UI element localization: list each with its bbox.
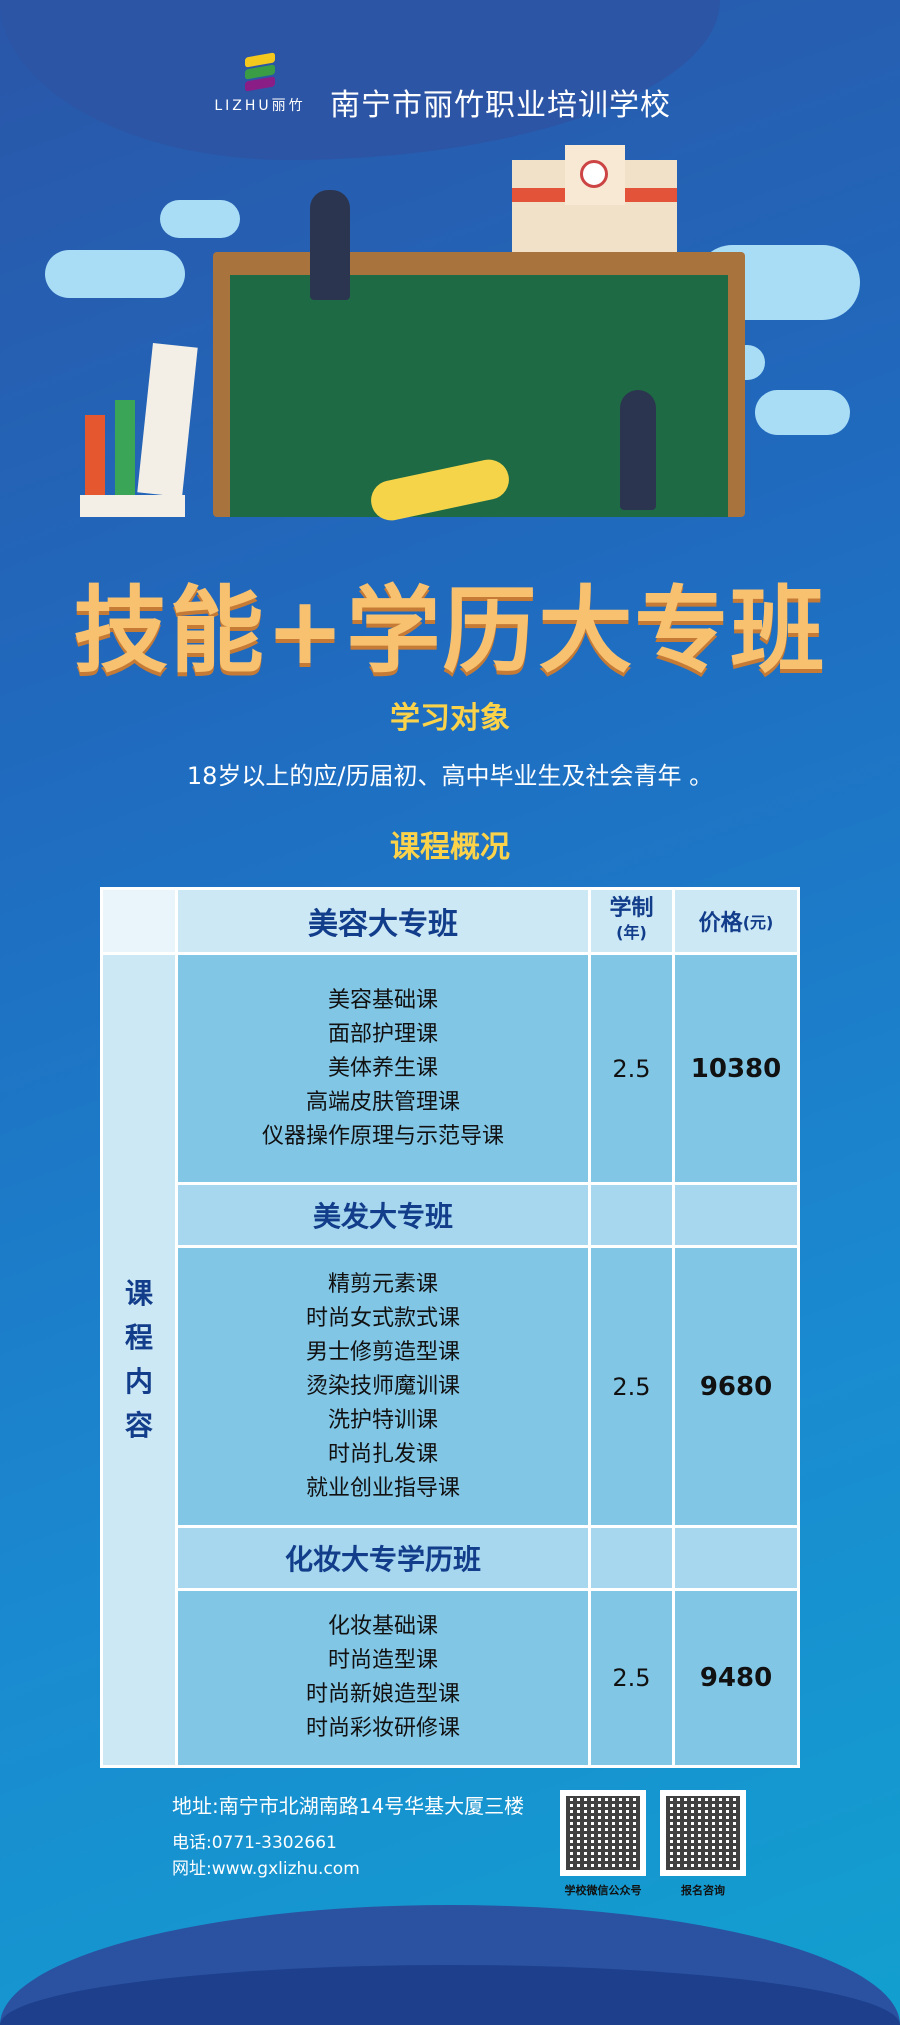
years-header: 学制 (年) [591,890,672,952]
table-corner [103,890,175,952]
side-label-char: 内 [124,1365,153,1398]
course-item: 时尚女式款式课 [305,1305,460,1331]
ruler-icon [137,343,198,497]
qr2-label: 报名咨询 [681,1884,725,1897]
phone: 电话:0771-3302661 [172,1833,337,1853]
years-header-label: 学制 [609,896,654,921]
course-item: 时尚新娘造型课 [305,1682,460,1707]
audience-text: 18岁以上的应/历届初、高中毕业生及社会青年 。 [186,762,714,790]
course-list: 化妆基础课 时尚造型课 时尚新娘造型课 时尚彩妆研修课 [178,1591,588,1765]
course-item: 精剪元素课 [327,1271,438,1297]
years-value: 2.5 [591,955,672,1182]
years-header-unit: (年) [616,923,647,942]
course-item: 美体养生课 [327,1055,438,1081]
overview-heading: 课程概况 [390,830,510,865]
enroll-qr-code[interactable] [660,1790,746,1876]
course-item: 仪器操作原理与示范导课 [261,1123,504,1149]
course-content-label: 课 程 内 容 [103,955,175,1765]
course-item: 化妆基础课 [327,1614,438,1639]
course-list: 美容基础课 面部护理课 美体养生课 高端皮肤管理课 仪器操作原理与示范导课 [178,955,588,1182]
student-figure [310,190,350,300]
course-item: 烫染技师魔训课 [305,1373,460,1399]
course-item: 时尚彩妆研修课 [305,1716,460,1741]
school-name: 南宁市丽竹职业培训学校 [330,88,671,123]
course-item: 男士修剪造型课 [305,1339,460,1365]
price-value: 9480 [675,1591,797,1765]
empty-cell [675,1185,797,1245]
price-value: 9680 [675,1248,797,1525]
course-item: 时尚造型课 [327,1648,438,1673]
wechat-qr-code[interactable] [560,1790,646,1876]
price-header-unit: (元) [742,913,774,932]
pencil-icon [115,400,135,495]
cloud-illustration [755,390,850,435]
empty-cell [591,1185,672,1245]
program-name: 化妆大专学历班 [178,1528,588,1588]
course-table: 美容大专班 学制 (年) 价格 (元) 课 程 内 容 美容基础课 面部护理课 … [100,887,800,1768]
course-item: 时尚扎发课 [327,1441,438,1467]
website: 网址:www.gxlizhu.com [172,1859,360,1879]
course-item: 就业创业指导课 [305,1475,460,1501]
years-value: 2.5 [591,1248,672,1525]
side-label-char: 课 [124,1277,153,1310]
audience-heading: 学习对象 [390,701,510,736]
course-item: 高端皮肤管理课 [305,1089,460,1115]
logo-text: LIZHU丽竹 [214,98,306,114]
program-name: 美发大专班 [178,1185,588,1245]
price-header: 价格 (元) [675,890,797,952]
address: 地址:南宁市北湖南路14号华基大厦三楼 [172,1794,525,1818]
course-item: 美容基础课 [327,987,438,1013]
school-logo: LIZHU丽竹 [205,52,315,115]
side-label-char: 容 [124,1409,153,1442]
pencil-icon [85,415,105,495]
price-value: 10380 [675,955,797,1182]
cloud-illustration [160,200,240,238]
course-item: 洗护特训课 [327,1407,438,1433]
program-name: 美容大专班 [178,890,588,952]
empty-cell [591,1528,672,1588]
course-list: 精剪元素课 时尚女式款式课 男士修剪造型课 烫染技师魔训课 洗护特训课 时尚扎发… [178,1248,588,1525]
page-title: 技能+学历大专班 [73,577,827,686]
pencil-holder-illustration [80,495,185,517]
price-header-label: 价格 [698,911,743,936]
clock-icon [580,160,608,188]
course-item: 面部护理课 [327,1021,438,1047]
cloud-illustration [45,250,185,298]
qr1-label: 学校微信公众号 [564,1884,642,1897]
empty-cell [675,1528,797,1588]
student-figure [620,390,656,510]
years-value: 2.5 [591,1591,672,1765]
side-label-char: 程 [124,1321,153,1354]
